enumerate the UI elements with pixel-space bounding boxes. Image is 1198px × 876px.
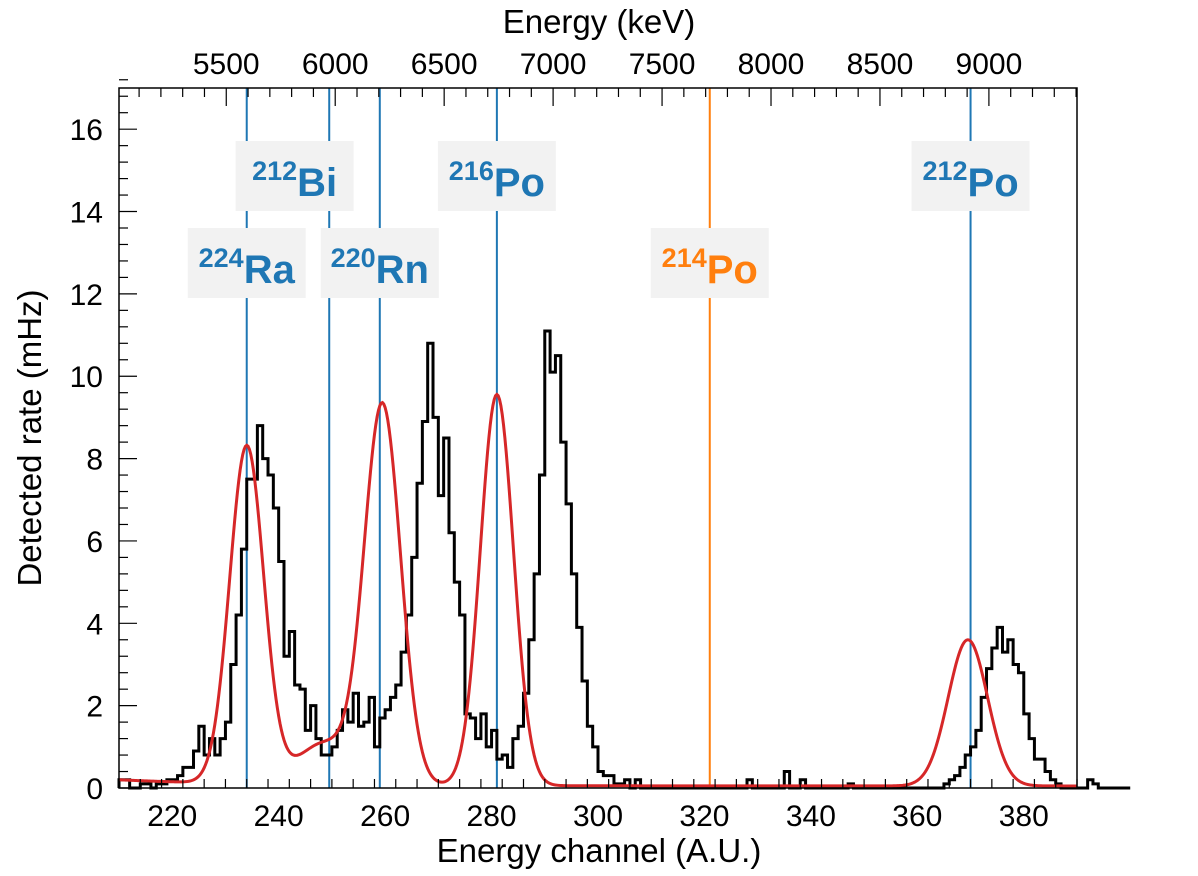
top-tick-label: 9000	[956, 48, 1023, 81]
isotope-symbol: Ra	[244, 248, 296, 292]
x-tick-label: 380	[999, 800, 1049, 833]
x-tick-label: 340	[786, 800, 836, 833]
tick-labels: 220 240 260 280 300 320 340 360 380 0 2 4 6 8 10 12 14 16…	[70, 48, 1049, 833]
x-tick-label: 300	[573, 800, 623, 833]
axes-frame	[118, 87, 1078, 789]
y-tick-label: 4	[86, 608, 103, 641]
isotope-mass-number: 220	[331, 243, 376, 273]
isotope-label-224ra: 224Ra	[199, 243, 296, 292]
histogram-layer	[117, 329, 1131, 790]
y-tick-label: 6	[86, 526, 103, 559]
y-tick-label: 2	[86, 691, 103, 724]
isotope-symbol: Bi	[297, 161, 337, 205]
isotope-label-220rn: 220Rn	[331, 243, 429, 292]
x-tick-label: 320	[679, 800, 729, 833]
isotope-label-216po: 216Po	[449, 156, 545, 205]
isotope-label-box	[650, 228, 769, 298]
isotope-label-212bi: 212Bi	[252, 156, 337, 205]
fit-layer	[118, 392, 1077, 788]
x-tick-label: 260	[360, 800, 410, 833]
plot-frame	[118, 87, 1078, 789]
isotope-symbol: Po	[707, 248, 758, 292]
top-tick-label: 6500	[411, 48, 478, 81]
tick-marks	[118, 79, 1078, 789]
y-tick-label: 0	[86, 773, 103, 806]
isotope-label-214po: 214Po	[662, 243, 758, 292]
top-tick-label: 8500	[847, 48, 914, 81]
isotope-label-box	[911, 141, 1030, 211]
top-tick-label: 8000	[738, 48, 805, 81]
y-axis-title: Detected rate (mHz)	[11, 289, 48, 586]
y-tick-label: 12	[70, 279, 103, 312]
top-axis-title: Energy (keV)	[503, 3, 696, 40]
x-tick-label: 280	[467, 800, 517, 833]
isotope-mass-number: 212	[922, 156, 967, 186]
histogram-series	[117, 329, 1131, 790]
isotope-mass-number: 212	[252, 156, 297, 186]
isotope-label-212po: 212Po	[922, 156, 1018, 205]
y-tick-label: 8	[86, 444, 103, 477]
top-tick-label: 7000	[520, 48, 587, 81]
isotope-mass-number: 216	[449, 156, 494, 186]
y-tick-label: 10	[70, 361, 103, 394]
x-tick-label: 240	[254, 800, 304, 833]
x-tick-label: 220	[147, 800, 197, 833]
y-tick-label: 14	[70, 197, 103, 230]
isotope-label-box	[235, 141, 354, 211]
isotope-symbol: Rn	[376, 248, 429, 292]
y-tick-label: 16	[70, 114, 103, 147]
fit-curve	[118, 392, 1077, 788]
top-tick-label: 7500	[629, 48, 696, 81]
isotope-mass-number: 224	[199, 243, 244, 273]
top-tick-label: 6000	[302, 48, 369, 81]
x-tick-label: 360	[892, 800, 942, 833]
isotope-label-box	[437, 141, 556, 211]
x-axis-title: Energy channel (A.U.)	[437, 832, 762, 869]
isotope-symbol: Po	[968, 161, 1019, 205]
top-tick-label: 5500	[193, 48, 260, 81]
isotope-label-box	[187, 228, 306, 298]
isotope-symbol: Po	[494, 161, 545, 205]
isotope-mass-number: 214	[662, 243, 707, 273]
isotope-label-box	[320, 228, 439, 298]
